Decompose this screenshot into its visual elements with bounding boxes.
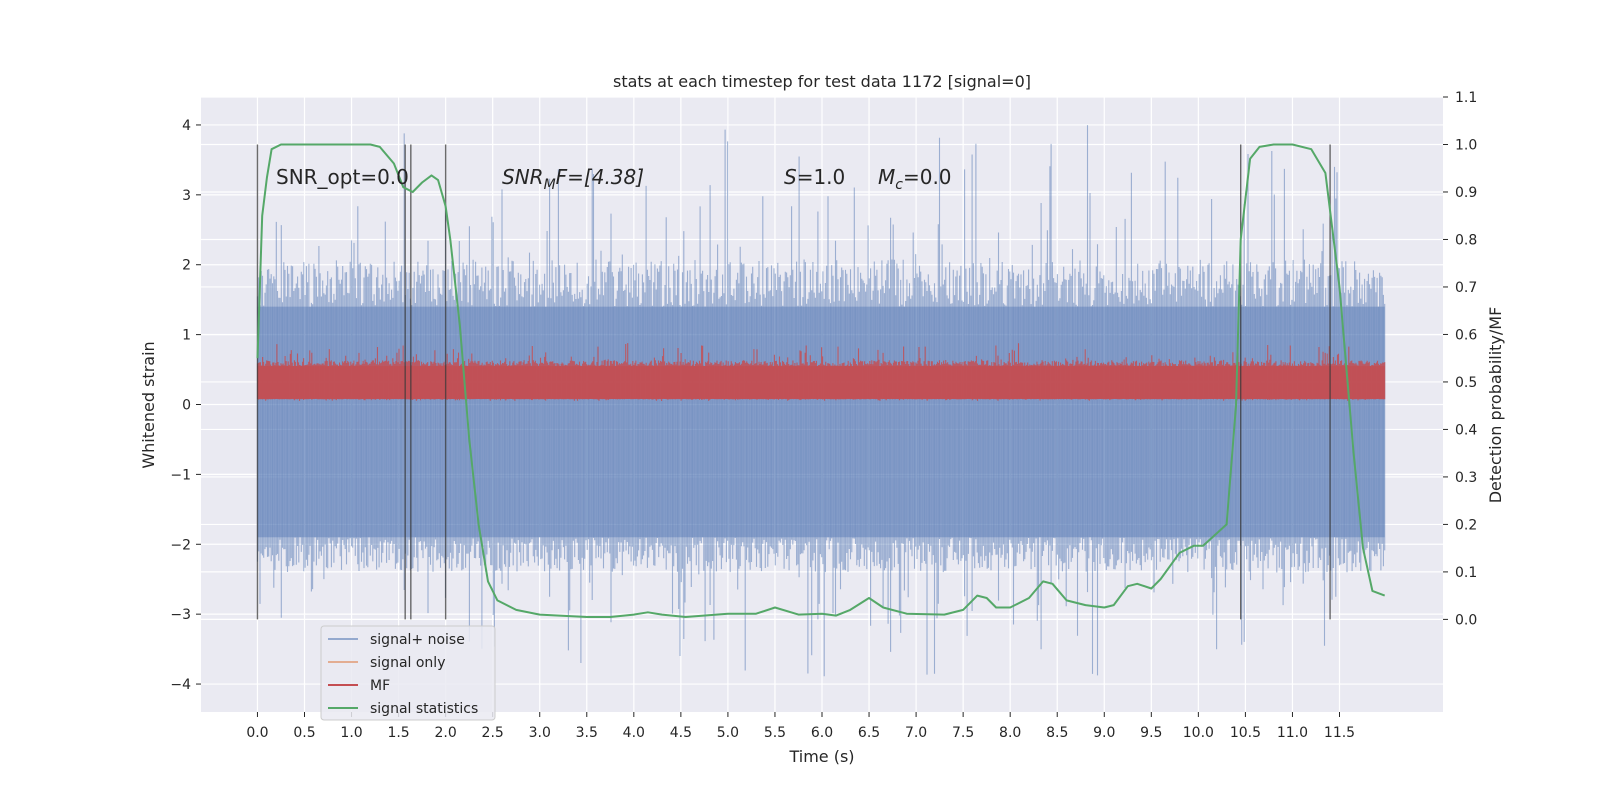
x-tick-label: 2.5	[482, 725, 504, 741]
y-tick-label: 0	[182, 398, 191, 414]
y-right-tick-label: 0.3	[1455, 470, 1477, 486]
annotation-snr-opt: SNR_opt=0.0	[276, 165, 409, 189]
vertical-markers	[256, 144, 1331, 620]
x-tick-label: 3.0	[529, 725, 551, 741]
x-tick-label: 10.5	[1230, 725, 1261, 741]
x-tick-label: 6.5	[858, 725, 880, 741]
x-tick-label: 7.5	[952, 725, 974, 741]
y-tick-label: 4	[182, 118, 191, 134]
legend-label-signal-noise: signal+ noise	[370, 632, 465, 648]
y-right-tick-label: 0.8	[1455, 232, 1477, 248]
s-rest: =1.0	[797, 165, 846, 189]
annotation-mc: Mc=0.0	[878, 165, 952, 193]
y-tick-label: −1	[170, 467, 191, 483]
x-tick-label: 3.5	[576, 725, 598, 741]
y-right-tick-label: 0.0	[1455, 612, 1477, 628]
annotation-snr-mf: SNRMF=[4.38]	[502, 165, 644, 193]
y-tick-label: −4	[170, 677, 191, 693]
x-tick-label: 9.5	[1140, 725, 1162, 741]
y-right-tick-label: 0.6	[1455, 327, 1477, 343]
x-tick-label: 0.0	[246, 725, 268, 741]
x-tick-label: 8.0	[999, 725, 1021, 741]
x-tick-label: 4.5	[670, 725, 692, 741]
annotation-s: S=1.0	[784, 165, 845, 189]
x-tick-label: 2.0	[435, 725, 457, 741]
x-tick-label: 11.0	[1277, 725, 1308, 741]
y-right-tick-label: 1.0	[1455, 137, 1477, 153]
y-tick-label: 1	[182, 328, 191, 344]
x-tick-label: 11.5	[1324, 725, 1355, 741]
x-tick-label: 9.0	[1093, 725, 1115, 741]
y-tick-label: −3	[170, 607, 191, 623]
legend-label-signal-statistics: signal statistics	[370, 701, 478, 717]
y-right-tick-label: 0.1	[1455, 565, 1477, 581]
mc-var: M	[878, 165, 895, 189]
mf-series-core	[257, 366, 1385, 399]
s-var: S	[784, 165, 797, 189]
y-tick-label: 3	[182, 188, 191, 204]
x-tick-label: 5.5	[764, 725, 786, 741]
x-tick-label: 6.0	[811, 725, 833, 741]
legend-label-mf: MF	[370, 678, 390, 694]
y-axis-label-right: Detection probability/MF	[1486, 307, 1505, 504]
y-right-tick-label: 0.4	[1455, 422, 1477, 438]
x-tick-label: 1.0	[340, 725, 362, 741]
signal-noise-series-core	[257, 306, 1385, 538]
x-tick-label: 4.0	[623, 725, 645, 741]
snr-mf-rest: F=[4.38]	[556, 165, 644, 189]
mc-sub: c	[895, 177, 903, 193]
x-tick-label: 1.5	[387, 725, 409, 741]
x-tick-label: 7.0	[905, 725, 927, 741]
y-right-tick-label: 0.5	[1455, 375, 1477, 391]
legend-box	[320, 625, 496, 721]
signal-statistics-layer	[256, 143, 1386, 618]
y-tick-label: −2	[170, 537, 191, 553]
legend: signal+ noise signal only MF signal stat…	[320, 625, 496, 721]
chart-title: stats at each timestep for test data 117…	[613, 72, 1031, 91]
x-tick-label: 8.5	[1046, 725, 1068, 741]
snr-mf-var: SNR	[502, 165, 544, 189]
legend-label-signal-only: signal only	[370, 655, 445, 671]
x-tick-label: 5.0	[717, 725, 739, 741]
y-tick-label: 2	[182, 258, 191, 274]
mc-rest: =0.0	[903, 165, 952, 189]
y-right-tick-label: 0.2	[1455, 517, 1477, 533]
x-tick-label: 10.0	[1183, 725, 1214, 741]
signal-statistics-line	[256, 143, 1386, 618]
y-right-tick-label: 0.7	[1455, 280, 1477, 296]
snr-mf-sub: M	[544, 177, 556, 193]
y-right-tick-label: 0.9	[1455, 185, 1477, 201]
y-axis-label: Whitened strain	[139, 341, 158, 468]
ticks: 0.0 0.5 1.0 1.5 2.0 2.5 3.0 3.5 4.0 4.5 5.0 5.5 6.0 6…	[170, 90, 1477, 741]
x-tick-label: 0.5	[293, 725, 315, 741]
x-axis-label: Time (s)	[788, 747, 854, 766]
y-right-tick-label: 1.1	[1455, 90, 1477, 106]
